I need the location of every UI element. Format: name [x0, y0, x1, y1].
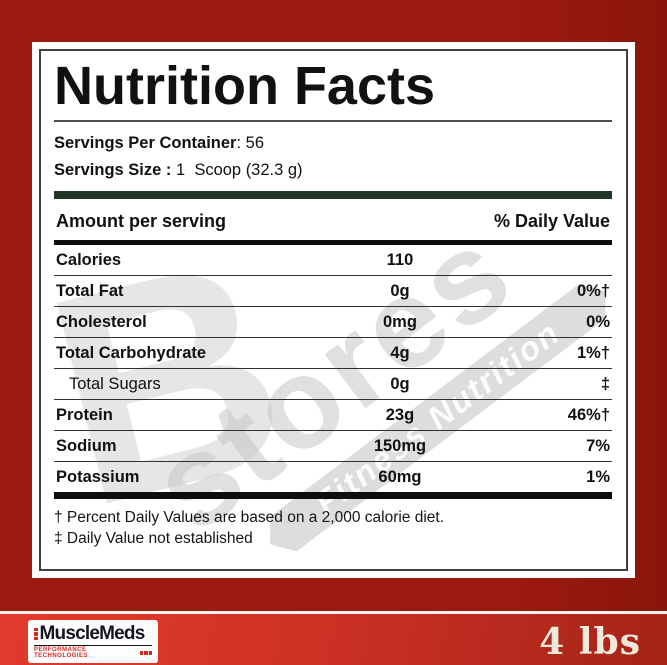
nutrient-amount: 4g — [390, 343, 410, 362]
nutrient-daily-value: 46%† — [567, 405, 610, 424]
nutrient-amount: 0g — [390, 374, 410, 393]
nutrient-daily-value: 0% — [586, 312, 610, 331]
daily-value-header: % Daily Value — [493, 211, 610, 231]
footer-band: MuscleMeds PERFORMANCE TECHNOLOGIES 4 lb… — [0, 614, 667, 665]
nutrient-name: Total Fat — [56, 281, 124, 300]
nutrient-name: Protein — [56, 405, 113, 424]
nutrient-amount: 60mg — [378, 467, 422, 486]
servings-divider-bar — [54, 191, 612, 199]
nutrient-row: Sodium 150mg 7% — [54, 431, 612, 462]
logo-dots-icon — [34, 627, 38, 641]
nutrient-row: Potassium 60mg 1% — [54, 462, 612, 492]
servings-per-container: Servings Per Container: 56 — [54, 130, 612, 157]
nutrition-rows: Calories 110 Total Fat 0g 0%† Cholestero… — [54, 245, 612, 492]
nutrient-daily-value: ‡ — [600, 374, 610, 393]
nutrient-row: Total Carbohydrate 4g 1%† — [54, 338, 612, 369]
logo-sub-dots-icon — [139, 651, 152, 655]
nutrient-row: Cholesterol 0mg 0% — [54, 307, 612, 338]
servings-per-container-label: Servings Per Container — [54, 134, 237, 152]
nutrient-name: Potassium — [56, 467, 140, 486]
nutrition-facts-border: B stores Fitness Nutrition Nutrition Fac… — [39, 49, 628, 571]
nutrient-name: Calories — [56, 250, 122, 269]
nutrient-amount: 0g — [390, 281, 410, 300]
nutrient-daily-value: 7% — [586, 436, 610, 455]
brand-name: MuscleMeds — [39, 623, 146, 644]
nutrient-amount: 150mg — [373, 436, 427, 455]
nutrient-name: Cholesterol — [56, 312, 147, 331]
nutrient-amount: 23g — [385, 405, 415, 424]
table-bottom-bar — [54, 492, 612, 499]
nutrient-daily-value: 0%† — [576, 281, 610, 300]
nutrition-facts-title: Nutrition Facts — [54, 56, 436, 116]
nutrient-amount: 0mg — [382, 312, 417, 331]
table-header: Amount per serving % Daily Value — [54, 199, 612, 240]
nutrient-row: Protein 23g 46%† — [54, 400, 612, 431]
header-divider-bar — [54, 240, 612, 245]
nutrient-name: Sodium — [56, 436, 117, 455]
nutrient-row: Total Fat 0g 0%† — [54, 276, 612, 307]
serving-size: Servings Size : 1 Scoop (32.3 g) — [54, 157, 612, 184]
brand-subtitle: PERFORMANCE TECHNOLOGIES — [34, 647, 89, 659]
amount-per-serving-header: Amount per serving — [56, 211, 227, 231]
nutrient-row: Total Sugars 0g ‡ — [54, 369, 612, 400]
servings-per-container-value: : 56 — [236, 134, 265, 152]
product-weight: 4 lbs — [539, 621, 641, 663]
footnotes: † Percent Daily Values are based on a 2,… — [54, 507, 612, 549]
title-divider — [54, 120, 612, 122]
nutrient-name: Total Sugars — [69, 374, 161, 393]
nutrient-name: Total Carbohydrate — [56, 343, 207, 362]
nutrition-facts-panel: B stores Fitness Nutrition Nutrition Fac… — [32, 42, 635, 578]
nutrient-amount: 110 — [386, 250, 414, 269]
nutrient-daily-value: 1% — [586, 467, 610, 486]
footnote-not-established: ‡ Daily Value not established — [54, 530, 253, 547]
serving-size-label: Servings Size : — [54, 161, 172, 179]
musclemeds-logo: MuscleMeds PERFORMANCE TECHNOLOGIES — [28, 620, 158, 663]
serving-size-value: 1 Scoop (32.3 g) — [171, 161, 303, 179]
footnote-daily-values: † Percent Daily Values are based on a 2,… — [54, 509, 445, 526]
nutrient-daily-value: 1%† — [576, 343, 610, 362]
footer-divider-line — [0, 611, 667, 614]
nutrient-row: Calories 110 — [54, 245, 612, 276]
